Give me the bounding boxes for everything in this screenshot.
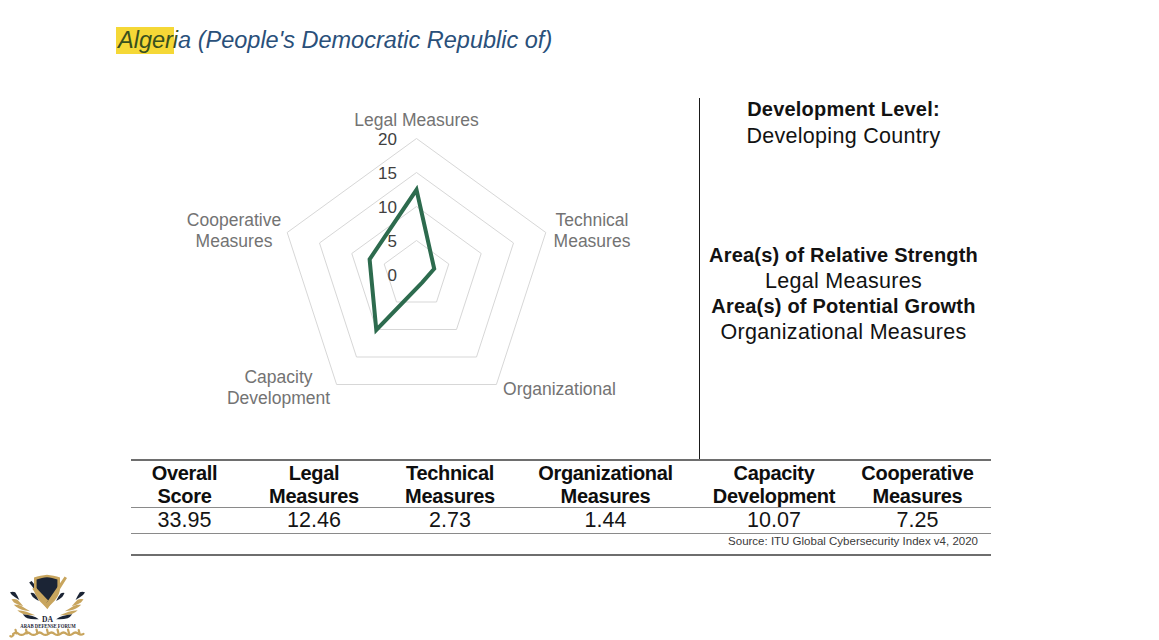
svg-text:ARAB DEFENSE FORUM: ARAB DEFENSE FORUM bbox=[20, 622, 76, 629]
